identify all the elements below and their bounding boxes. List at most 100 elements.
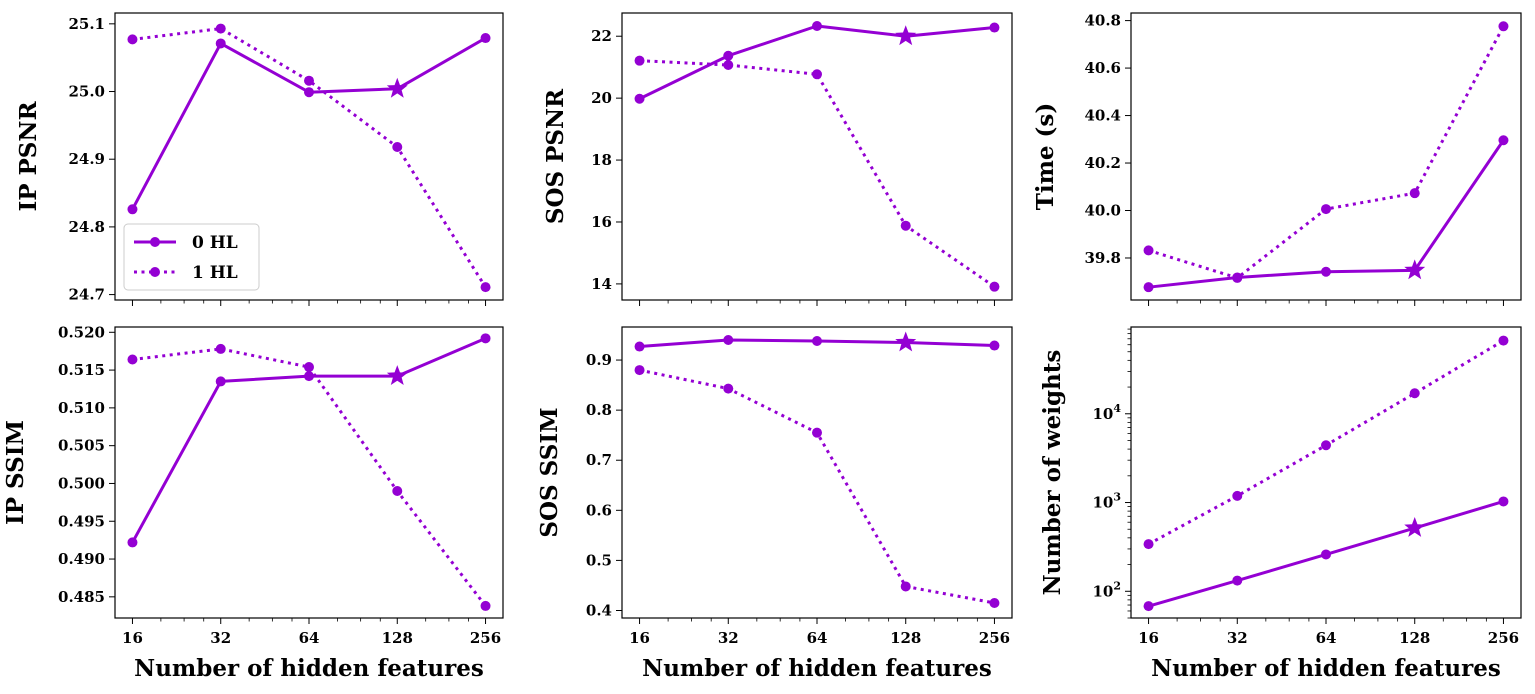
series-line-1-hl [639, 368, 995, 605]
x-tick-label: 128 [890, 629, 921, 647]
legend-label-1-hl: 1 HL [192, 263, 238, 283]
data-point-0-hl [989, 22, 1000, 33]
y-tick-label: 0.5 [586, 551, 612, 569]
x-tick-label: 128 [1399, 629, 1430, 647]
series-line-1-hl [639, 59, 996, 288]
data-point-1-hl [900, 581, 911, 592]
data-point-1-hl [1409, 388, 1420, 399]
panel-2: 14 16 18 20 22 SOS PSNR [542, 12, 1013, 306]
y-tick-label: 0.495 [58, 512, 105, 530]
y-tick-label: 24.7 [68, 286, 105, 304]
data-point-1-hl [1498, 21, 1509, 32]
data-point-1-hl [392, 142, 403, 153]
y-tick-label: 0.7 [586, 451, 612, 469]
y-axis-label: IP SSIM [2, 420, 29, 525]
y-tick-label: 22 [591, 27, 612, 45]
y-tick-label: 39.8 [1084, 249, 1121, 267]
x-tick-label: 32 [718, 629, 739, 647]
y-tick-label: 0.490 [58, 550, 105, 568]
legend: 0 HL 1 HL [123, 223, 260, 291]
x-tick-label: 16 [122, 629, 143, 647]
data-point-1-hl [1498, 335, 1509, 346]
y-tick-label: 0.8 [586, 401, 612, 419]
y-tick-label: 16 [591, 213, 612, 231]
data-point-1-hl [304, 362, 314, 373]
data-point-1-hl [634, 365, 645, 376]
data-point-0-hl [1143, 601, 1154, 612]
x-tick-label: 64 [807, 629, 828, 647]
x-tick-label: 256 [1488, 629, 1519, 647]
y-tick-label: 0.485 [58, 588, 105, 606]
y-tick-label: 0.505 [58, 437, 105, 455]
y-axis-label: SOS SSIM [536, 407, 563, 537]
data-point-1-hl [480, 600, 491, 611]
y-tick-label: 25.1 [68, 15, 105, 33]
y-tick-label: 0.510 [58, 399, 105, 417]
y-tick-label: 18 [591, 151, 612, 169]
y-tick-label: 40.0 [1084, 202, 1121, 220]
data-point-0-hl [634, 93, 645, 104]
data-point-1-hl [723, 60, 734, 71]
panel-4: 16 32 64 128 256 0.485 0.490 0.495 0.500 0.505 0.5… [2, 323, 504, 682]
panel-6: 16 32 64 128 256 102 103 104 Number of weights Nu… [1039, 326, 1522, 682]
x-tick-label: 256 [979, 629, 1010, 647]
data-point-0-hl [215, 376, 226, 387]
legend-marker [150, 237, 160, 247]
data-point-1-hl [900, 220, 911, 231]
star-marker [1404, 517, 1426, 537]
y-tick-label: 0.515 [58, 361, 105, 379]
x-tick-label: 16 [1138, 629, 1159, 647]
series-line-1-hl [132, 347, 487, 607]
data-point-1-hl [215, 343, 226, 354]
y-axis-label: Number of weights [1039, 350, 1066, 596]
data-point-1-hl [127, 354, 138, 365]
x-axis-label: Number of hidden features [134, 655, 484, 682]
star-marker [1404, 259, 1426, 280]
data-point-1-hl [812, 69, 822, 80]
x-tick-label: 32 [210, 629, 231, 647]
y-tick-label: 24.8 [68, 218, 105, 236]
data-point-0-hl [1498, 135, 1509, 146]
y-tick-label: 0.500 [58, 474, 105, 492]
data-point-0-hl [1321, 549, 1331, 560]
data-point-0-hl [812, 336, 822, 347]
y-tick-label: 20 [591, 89, 612, 107]
axes-frame [114, 326, 504, 619]
y-axis-label: IP PSNR [15, 101, 42, 212]
y-tick-label: 40.4 [1084, 107, 1121, 125]
star-marker [386, 77, 408, 98]
data-point-0-hl [1143, 282, 1154, 293]
x-tick-label: 256 [470, 629, 501, 647]
y-tick-label: 0.6 [586, 501, 612, 519]
data-point-0-hl [1498, 496, 1509, 507]
axes-frame [1130, 12, 1522, 301]
y-tick-label: 40.8 [1084, 12, 1121, 30]
data-point-1-hl [634, 55, 645, 66]
star-marker [895, 331, 917, 352]
legend-marker [150, 267, 160, 277]
y-tick-label: 14 [591, 275, 612, 293]
data-point-0-hl [127, 537, 138, 548]
x-axis-label: Number of hidden features [1151, 655, 1501, 682]
data-point-1-hl [1232, 490, 1243, 501]
series-line-1-hl [1148, 25, 1505, 280]
data-point-1-hl [1321, 204, 1331, 215]
data-point-0-hl [989, 340, 1000, 351]
data-point-0-hl [1232, 575, 1243, 586]
data-point-1-hl [304, 75, 314, 86]
data-point-0-hl [1321, 266, 1331, 277]
data-point-1-hl [723, 383, 734, 394]
data-point-1-hl [1321, 440, 1331, 451]
data-point-0-hl [127, 204, 138, 215]
star-marker [895, 25, 917, 46]
data-point-1-hl [480, 282, 491, 293]
data-point-0-hl [480, 333, 491, 344]
y-tick-label: 104 [1092, 402, 1121, 423]
panel-1: 24.7 24.8 24.9 25.0 25.1 IP PSNR 0 HL 1 HL [15, 12, 504, 306]
y-tick-label: 40.2 [1084, 154, 1121, 172]
data-point-1-hl [989, 281, 1000, 292]
y-tick-label: 102 [1092, 579, 1121, 600]
y-tick-label: 103 [1092, 491, 1121, 512]
x-tick-label: 32 [1227, 629, 1248, 647]
